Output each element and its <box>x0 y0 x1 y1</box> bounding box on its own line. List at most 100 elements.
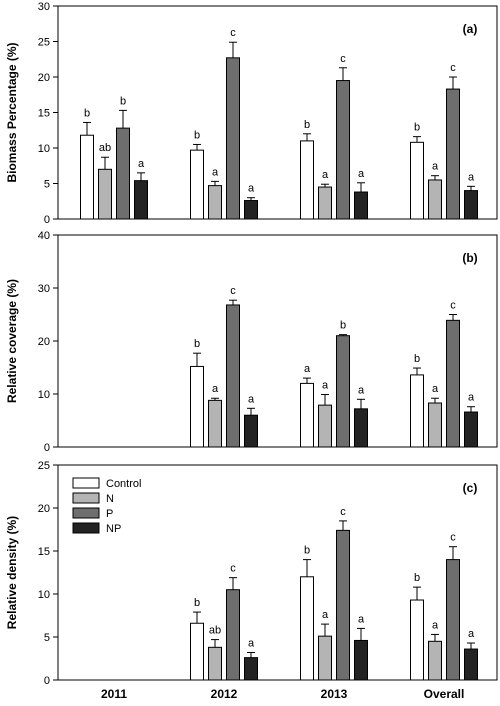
bar-p-2013 <box>336 335 350 448</box>
legend-label-p: P <box>106 508 113 520</box>
bar-np-2013 <box>354 639 368 681</box>
significance-letter: a <box>468 392 475 404</box>
y-tick-label: 20 <box>38 503 50 515</box>
significance-letter: a <box>468 628 475 640</box>
significance-letter: b <box>194 597 200 609</box>
bar-control-2013 <box>300 382 314 448</box>
significance-letter: a <box>212 166 219 178</box>
bar-np-2011 <box>134 180 148 220</box>
significance-letter: c <box>230 285 236 297</box>
significance-letter: c <box>230 27 236 39</box>
legend-label-control: Control <box>106 478 141 490</box>
y-tick-label: 10 <box>38 143 50 155</box>
significance-letter: a <box>358 384 365 396</box>
bar-np-2012 <box>244 414 258 448</box>
significance-letter: a <box>138 158 145 170</box>
bar-p-2012 <box>226 589 240 681</box>
bar-n-2012 <box>208 185 222 220</box>
x-category-label: 2013 <box>321 687 348 701</box>
bar-np-2012 <box>244 200 258 220</box>
legend-label-n: N <box>106 493 114 505</box>
significance-letter: a <box>322 609 329 621</box>
bar-p-overall <box>446 319 460 448</box>
significance-letter: b <box>414 572 420 584</box>
bar-control-2012 <box>190 149 204 220</box>
significance-letter: b <box>414 122 420 134</box>
bar-control-overall <box>410 599 424 681</box>
bar-np-overall <box>464 411 478 448</box>
legend-label-np: NP <box>106 523 121 535</box>
significance-letter: a <box>432 383 439 395</box>
significance-letter: a <box>322 380 329 392</box>
y-tick-label: 0 <box>44 675 50 687</box>
bar-n-2011 <box>98 168 112 220</box>
bar-p-2012 <box>226 304 240 448</box>
significance-letter: b <box>340 320 346 332</box>
significance-letter: ab <box>209 625 221 637</box>
y-tick-label: 10 <box>38 389 50 401</box>
bar-np-overall <box>464 190 478 220</box>
x-category-label: 2011 <box>101 687 127 701</box>
chart-panel-1: 0 5 10 15 20 25 30 Biomass Percentage (%) (a) b b b… <box>5 1 498 226</box>
legend-swatch-n <box>72 492 100 504</box>
panel-label: (c) <box>463 481 478 495</box>
bar-control-2012 <box>190 365 204 448</box>
significance-letter: c <box>450 62 456 74</box>
bar-n-overall <box>428 640 442 681</box>
y-tick-label: 10 <box>38 589 50 601</box>
bar-control-overall <box>410 374 424 448</box>
bar-p-2011 <box>116 127 130 220</box>
significance-letter: a <box>322 169 329 181</box>
bar-p-2013 <box>336 529 350 681</box>
significance-letter: c <box>230 563 236 575</box>
significance-letter: c <box>340 53 346 65</box>
y-axis-label: Biomass Percentage (%) <box>5 42 19 182</box>
bar-control-2012 <box>190 622 204 681</box>
bar-control-2013 <box>300 576 314 681</box>
bar-np-2012 <box>244 657 258 681</box>
bar-p-overall <box>446 88 460 220</box>
bar-np-2013 <box>354 408 368 448</box>
bar-n-2013 <box>318 186 332 220</box>
y-tick-label: 30 <box>38 1 50 13</box>
y-tick-label: 25 <box>38 37 50 49</box>
y-tick-label: 5 <box>44 179 50 191</box>
significance-letter: a <box>358 613 365 625</box>
significance-letter: c <box>340 506 346 518</box>
legend-swatch-p <box>72 507 100 519</box>
significance-letter: b <box>194 129 200 141</box>
significance-letter: a <box>248 637 255 649</box>
bar-n-2012 <box>208 399 222 448</box>
significance-letter: a <box>358 168 365 180</box>
y-tick-label: 20 <box>38 72 50 84</box>
significance-letter: b <box>84 107 90 119</box>
y-tick-label: 0 <box>44 214 50 226</box>
bar-p-overall <box>446 559 460 681</box>
bar-n-2012 <box>208 646 222 681</box>
bar-n-overall <box>428 402 442 448</box>
panel-label: (b) <box>462 251 477 265</box>
significance-letter: c <box>450 532 456 544</box>
significance-letter: b <box>304 545 310 557</box>
y-tick-label: 15 <box>38 108 50 120</box>
bar-p-2013 <box>336 80 350 220</box>
panel-label: (a) <box>463 22 478 36</box>
bar-p-2012 <box>226 57 240 220</box>
significance-letter: a <box>212 383 219 395</box>
bar-n-2013 <box>318 635 332 681</box>
bar-np-2013 <box>354 191 368 220</box>
bar-control-2013 <box>300 140 314 220</box>
significance-letter: a <box>432 161 439 173</box>
y-tick-label: 5 <box>44 632 50 644</box>
significance-letter: b <box>304 119 310 131</box>
significance-letter: b <box>120 95 126 107</box>
y-axis-label: Relative coverage (%) <box>5 279 19 403</box>
significance-letter: b <box>194 338 200 350</box>
bar-n-overall <box>428 179 442 220</box>
y-tick-label: 20 <box>38 336 50 348</box>
bar-control-overall <box>410 141 424 220</box>
chart-panel-3: 0 5 10 15 20 25 Relative density (%) (c) b b b ab a a… <box>5 460 498 687</box>
x-category-label: Overall <box>424 687 465 701</box>
